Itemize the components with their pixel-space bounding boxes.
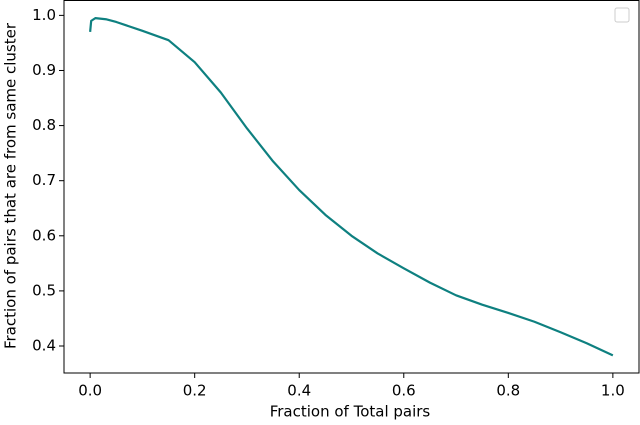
x-tick-label: 0.6 [392, 382, 416, 400]
y-tick-label: 0.6 [32, 226, 56, 244]
legend-box [614, 7, 630, 23]
y-axis-label: Fraction of pairs that are from same clu… [2, 22, 20, 349]
y-tick-label: 0.4 [32, 336, 56, 354]
y-tick-label: 1.0 [32, 6, 56, 24]
x-tick-label: 0.8 [496, 382, 520, 400]
y-tick-label: 0.8 [32, 116, 56, 134]
x-tick-label: 0.2 [183, 382, 207, 400]
x-axis-label: Fraction of Total pairs [270, 403, 431, 421]
x-tick-label: 0.0 [78, 382, 102, 400]
line [89, 17, 614, 357]
y-tick-label: 0.9 [32, 61, 56, 79]
y-tick-label: 0.7 [32, 171, 56, 189]
axes-frame [63, 0, 640, 374]
y-tick-label: 0.5 [32, 281, 56, 299]
x-tick-label: 0.4 [287, 382, 311, 400]
x-tick-label: 1.0 [601, 382, 625, 400]
